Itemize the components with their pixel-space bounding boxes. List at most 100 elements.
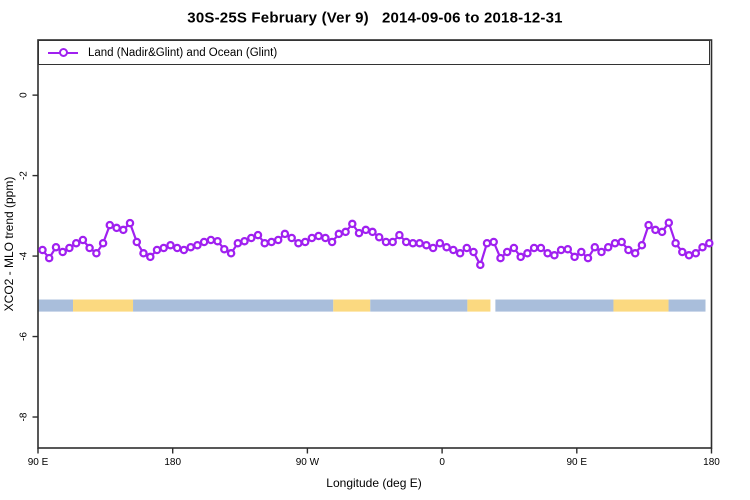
data-point [247,233,256,243]
data-point [449,245,458,255]
data-point [186,242,195,252]
data-point [314,231,323,241]
y-axis-ticks: 0 -2 -4 -6 -8 [19,92,38,421]
surface-band-segment-ocean [133,299,334,312]
data-point [462,243,472,253]
data-point [159,243,168,253]
data-point [395,230,404,240]
data-point [536,243,546,253]
data-point [44,253,54,263]
data-point [482,238,492,248]
data-point [408,238,418,248]
data-point [253,230,263,240]
data-point [678,247,687,257]
data-point [354,228,364,238]
data-point [597,247,606,257]
data-point [105,220,115,230]
data-point [119,225,128,235]
y-tick-label: 0 [19,92,30,98]
data-point [327,237,337,247]
data-point [341,227,350,237]
legend-circle-icon [59,48,68,57]
data-point [280,229,290,239]
data-point [563,244,573,254]
data-point [51,242,61,252]
data-point [556,245,566,255]
data-point [85,243,94,253]
x-tick-label: 180 [164,457,181,468]
data-point [321,233,330,243]
y-tick-label: -6 [19,332,30,341]
data-point [637,240,647,250]
data-point [705,238,714,248]
data-point [630,249,640,258]
surface-band-segment-ocean [495,299,614,312]
data-point [139,249,148,258]
data-point [422,240,431,250]
data-point [442,242,451,252]
surface-band-segment-ocean [38,299,74,312]
data-point [38,245,47,255]
data-point [213,236,222,246]
surface-band-segment-land [467,299,491,312]
data-point [307,233,317,243]
data-point [509,243,519,253]
data-point [92,249,101,258]
data-point [179,245,189,255]
data-point [240,236,249,246]
surface-band-segment-ocean [370,299,468,312]
legend-series-marker-icon [48,48,78,58]
data-point [684,251,694,260]
data-point [671,238,680,248]
x-tick-label: 180 [703,457,720,468]
y-tick-label: -4 [19,251,30,260]
x-tick-label: 0 [439,457,445,468]
data-point [476,260,485,270]
data-point [469,247,478,257]
data-point [651,225,660,235]
data-point [233,238,243,248]
data-point [610,238,620,248]
data-point [698,242,707,252]
data-point [401,237,411,247]
surface-band-segment-land [333,299,371,312]
data-point [166,240,175,250]
data-point [273,235,283,245]
data-point [388,237,397,247]
x-tick-label: 90 W [296,457,320,468]
data-point [300,237,310,247]
legend-label: Land (Nadir&Glint) and Ocean (Glint) [88,46,278,59]
data-point [617,237,626,247]
data-point [657,227,667,237]
data-point [570,252,579,262]
data-point [435,238,445,248]
x-axis-ticks: 90 E 180 90 W 0 90 E 180 [28,448,720,468]
data-point [543,249,552,258]
x-axis-title: Longitude (deg E) [326,476,422,490]
surface-band [38,299,706,312]
data-point [489,237,498,247]
data-point [78,235,88,245]
data-point [199,237,209,247]
data-point [516,252,525,262]
data-point [220,244,229,254]
data-point [98,238,108,248]
data-series [38,218,714,270]
data-point [368,227,377,237]
data-point [577,247,586,257]
data-point [590,242,600,252]
data-point [644,220,653,230]
data-point [502,247,512,257]
y-axis-title: XCO2 - MLO trend (ppm) [2,176,16,312]
y-tick-label: -2 [19,171,30,180]
data-point [71,238,81,248]
data-point [523,249,532,258]
data-point [125,218,135,228]
surface-band-segment-land [73,299,134,312]
surface-band-segment-ocean [668,299,706,312]
data-point [603,242,613,252]
data-point [428,243,438,253]
data-point [624,245,633,255]
